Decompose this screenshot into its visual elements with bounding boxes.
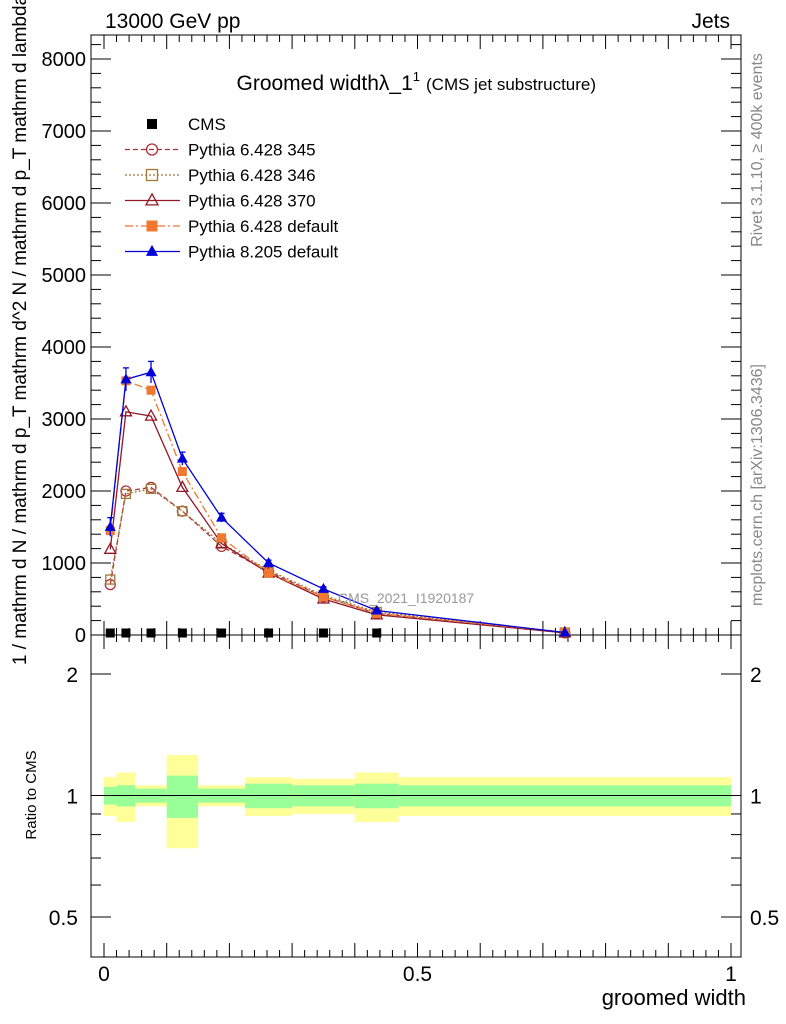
ratio-bands — [104, 754, 731, 849]
y-tick-label: 6000 — [42, 193, 87, 215]
ratio-tick-label-left: 0.5 — [49, 907, 78, 930]
ratio-axis-ticks: 0.5 0.5 1 1 2 2 — [49, 664, 779, 930]
y-tick-label: 2000 — [42, 481, 87, 503]
ratio-tick-label-right: 1 — [750, 786, 762, 809]
data-point — [146, 385, 156, 395]
ratio-tick-label-left: 2 — [66, 664, 78, 687]
rivet-label: Rivet 3.1.10, ≥ 400k events — [749, 53, 766, 247]
series-cms — [105, 628, 570, 638]
data-point — [318, 592, 328, 602]
y-tick-label: 4000 — [42, 337, 87, 359]
legend-label: Pythia 6.428 346 — [188, 166, 316, 185]
data-point — [263, 557, 275, 567]
ratio-y-axis-label: Ratio to CMS — [23, 750, 40, 839]
data-point — [105, 574, 116, 585]
legend-label: Pythia 8.205 default — [188, 243, 339, 262]
y-tick-label: 3000 — [42, 409, 87, 431]
data-point — [371, 604, 383, 615]
legend-label: Pythia 6.428 345 — [188, 141, 316, 160]
legend: CMS Pythia 6.428 345 Pythia 6.428 346 Pythi… — [125, 115, 339, 262]
data-point — [120, 488, 132, 500]
ratio-band-inner — [166, 775, 199, 818]
chart-title: Groomed widthλ_11 — [237, 69, 421, 95]
legend-label: CMS — [188, 115, 226, 134]
chart-title-sup: 1 — [413, 69, 420, 84]
data-point — [217, 533, 227, 543]
legend-marker — [144, 192, 160, 206]
data-point — [177, 506, 188, 517]
data-point — [216, 511, 228, 522]
data-point — [177, 467, 187, 477]
data-point — [214, 536, 229, 549]
legend-item: Pythia 6.428 345 — [125, 141, 316, 160]
data-point — [145, 483, 157, 494]
data-point — [103, 541, 117, 554]
x-tick-label: 1 — [725, 963, 737, 986]
analysis-label: CMS_2021_I1920187 — [338, 590, 474, 606]
data-point — [318, 628, 328, 638]
legend-label: Pythia 6.428 370 — [188, 192, 316, 211]
x-tick-label: 0 — [98, 963, 110, 986]
y-tick-label: 7000 — [42, 121, 87, 143]
series-line — [109, 411, 565, 634]
energy-label: 13000 GeV pp — [105, 10, 240, 33]
data-point — [217, 628, 227, 638]
legend-marker — [145, 143, 159, 156]
series-layer — [103, 360, 572, 639]
x-tick-label: 0.5 — [403, 963, 432, 986]
legend-label: Pythia 6.428 default — [188, 217, 339, 236]
series-pythia-8-205-default — [104, 360, 571, 637]
data-point — [175, 480, 189, 493]
y-tick-label: 5000 — [42, 265, 87, 287]
legend-marker — [145, 168, 159, 182]
data-point — [146, 628, 156, 638]
legend-marker — [146, 220, 158, 232]
data-point — [264, 628, 274, 638]
y-tick-label: 1000 — [42, 553, 87, 575]
data-point — [104, 521, 116, 531]
series-pythia-6-428-346 — [105, 483, 570, 638]
legend-item: CMS — [147, 115, 226, 134]
data-point — [559, 626, 571, 637]
y-tick-label: 8000 — [42, 49, 87, 71]
data-point — [145, 366, 157, 377]
ratio-tick-label-right: 0.5 — [750, 907, 779, 930]
data-point — [105, 628, 115, 638]
data-point — [144, 408, 158, 421]
chart-subtitle: (CMS jet substructure) — [426, 75, 596, 94]
legend-item: Pythia 6.428 346 — [125, 166, 316, 185]
x-axis-label: groomed width — [602, 985, 746, 1010]
data-point — [372, 628, 382, 638]
ratio-tick-label-left: 1 — [66, 786, 78, 809]
data-point — [121, 628, 131, 638]
data-point — [264, 568, 274, 578]
data-point — [176, 452, 188, 463]
chart-title-main: Groomed widthλ_1 — [237, 72, 413, 95]
legend-item: Pythia 6.428 370 — [125, 192, 316, 211]
legend-marker — [145, 244, 159, 256]
legend-item: Pythia 8.205 default — [125, 243, 339, 262]
data-point — [317, 582, 329, 593]
ratio-tick-label-right: 2 — [750, 664, 762, 687]
data-point — [120, 373, 132, 384]
mcplots-label: mcplots.cern.ch [arXiv:1306.3436] — [749, 364, 766, 606]
y-tick-label: 0 — [75, 625, 86, 647]
legend-marker — [147, 119, 157, 129]
y-axis-label: 1 / mathrm d N / mathrm d p_T mathrm d^2… — [10, 0, 31, 665]
legend-item: Pythia 6.428 default — [125, 217, 339, 236]
data-point — [177, 628, 187, 638]
main-axis-ticks: 0 1000 2000 3000 4000 5000 6000 7000 8000 0 0.5 1 — [42, 35, 741, 986]
process-label: Jets — [691, 10, 730, 33]
series-line — [109, 488, 565, 634]
